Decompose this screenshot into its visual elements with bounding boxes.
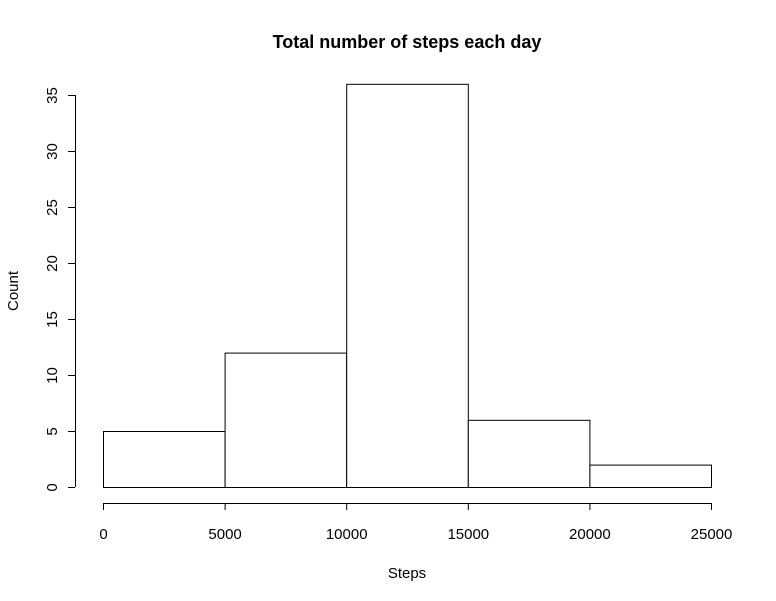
histogram-bar bbox=[103, 431, 226, 488]
y-axis: 0 5 10 15 20 25 30 35 bbox=[44, 87, 76, 492]
y-tick-label: 0 bbox=[44, 483, 61, 491]
x-tick-label: 15000 bbox=[447, 526, 489, 543]
x-tick-label: 5000 bbox=[208, 526, 241, 543]
x-tick-label: 25000 bbox=[691, 526, 733, 543]
y-tick-label: 30 bbox=[44, 143, 61, 160]
y-tick-label: 25 bbox=[44, 199, 61, 216]
y-tick-label: 35 bbox=[44, 87, 61, 104]
x-axis-label: Steps bbox=[388, 565, 426, 582]
x-tick-label: 10000 bbox=[326, 526, 368, 543]
y-tick-label: 20 bbox=[44, 255, 61, 272]
chart-title: Total number of steps each day bbox=[273, 32, 542, 52]
histogram-bar bbox=[467, 419, 591, 488]
histogram-bar bbox=[589, 464, 713, 489]
y-tick-label: 10 bbox=[44, 367, 61, 384]
x-tick-label: 20000 bbox=[569, 526, 611, 543]
x-tick-label: 0 bbox=[99, 526, 107, 543]
x-axis: 0 5000 10000 15000 20000 25000 bbox=[99, 503, 732, 543]
y-tick-label: 5 bbox=[44, 427, 61, 435]
y-axis-label: Count bbox=[5, 270, 22, 311]
bars-group bbox=[103, 83, 713, 489]
y-tick-label: 15 bbox=[44, 311, 61, 328]
histogram-bar bbox=[224, 352, 348, 488]
histogram-bar bbox=[346, 83, 469, 489]
